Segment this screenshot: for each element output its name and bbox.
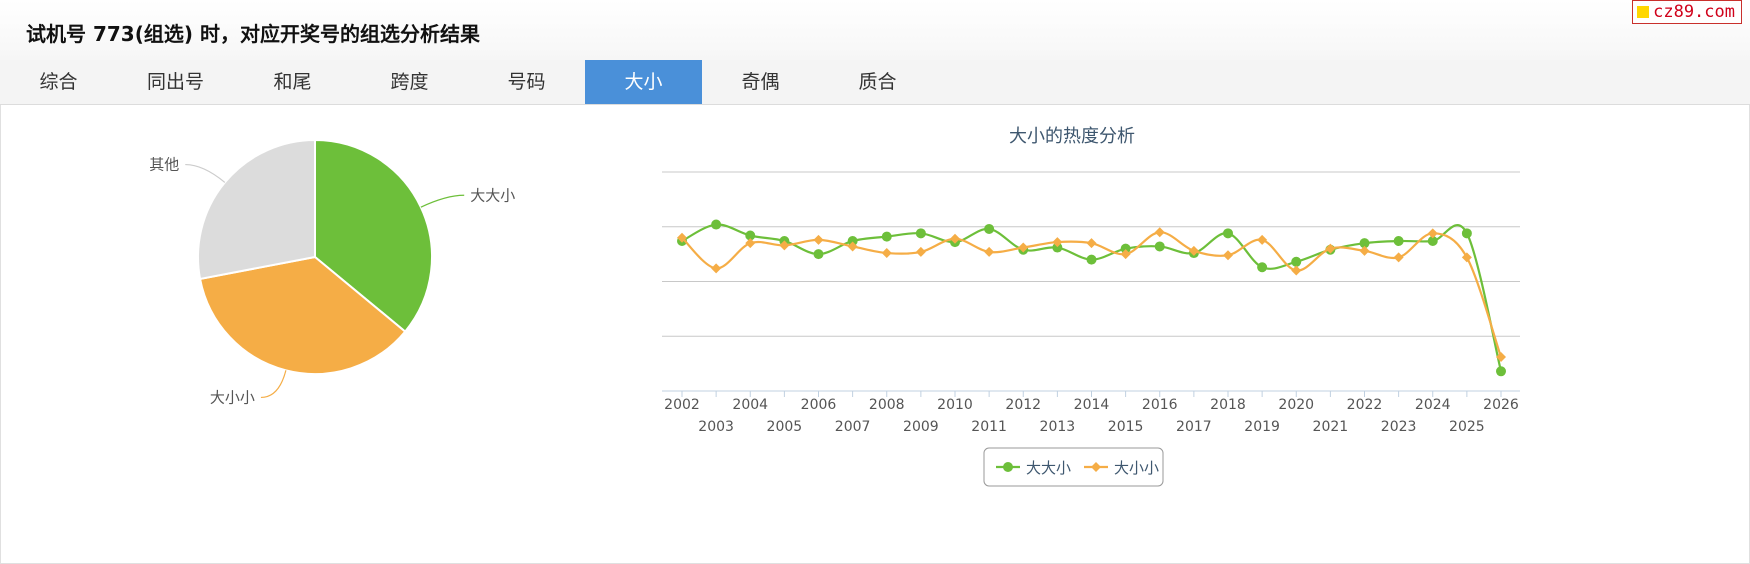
x-tick-label: 2012	[1005, 397, 1041, 413]
x-tick-label: 2022	[1347, 397, 1383, 413]
line-chart: 大小的热度分析050100150200200220032004200520062…	[662, 126, 1520, 487]
data-point	[711, 263, 722, 274]
x-tick-label: 2024	[1415, 397, 1451, 413]
tab-daxiao[interactable]: 大小	[585, 60, 702, 104]
tab-tongchuhao[interactable]: 同出号	[146, 71, 204, 93]
header-bar: 试机号 773(组选) 时，对应开奖号的组选分析结果 cz89.com	[0, 0, 1750, 61]
x-tick-label: 2009	[903, 419, 939, 435]
x-tick-label: 2002	[664, 397, 700, 413]
data-point	[813, 249, 824, 260]
data-point	[1223, 228, 1233, 239]
data-point	[1325, 243, 1336, 254]
data-point	[847, 235, 858, 246]
data-point	[1154, 241, 1165, 252]
x-tick-label: 2025	[1449, 419, 1485, 435]
data-point	[711, 219, 722, 230]
x-tick-label: 2014	[1074, 397, 1110, 413]
legend-label: 大小小	[1114, 459, 1159, 477]
data-point	[881, 248, 892, 259]
tab-jiou[interactable]: 奇偶	[741, 71, 780, 93]
data-point	[1086, 254, 1097, 265]
x-tick-label: 2013	[1040, 419, 1076, 435]
tab-bar: 综合 同出号 和尾 跨度 号码 大小 奇偶 质合	[0, 60, 1750, 105]
data-point	[1291, 256, 1302, 267]
pie-slice-label: 大小小	[210, 388, 255, 406]
data-point	[1496, 366, 1506, 377]
x-tick-label: 2011	[971, 419, 1007, 435]
x-tick-label: 2016	[1142, 397, 1178, 413]
data-point	[1393, 235, 1404, 246]
legend-marker	[1003, 462, 1013, 472]
data-point	[1393, 252, 1404, 263]
x-tick-label: 2010	[937, 397, 973, 413]
legend-box	[983, 447, 1164, 487]
data-point	[813, 234, 824, 245]
data-point	[1359, 238, 1370, 249]
x-tick-label: 2017	[1176, 419, 1212, 435]
data-point	[1086, 238, 1097, 249]
data-point	[1461, 252, 1472, 263]
data-point	[1427, 228, 1438, 239]
legend-marker	[1091, 462, 1101, 472]
data-point	[915, 246, 926, 257]
x-tick-label: 2005	[767, 419, 803, 435]
site-logo[interactable]: cz89.com	[1632, 0, 1742, 24]
data-point	[1188, 245, 1199, 256]
data-point	[1257, 262, 1268, 273]
data-point	[984, 246, 995, 257]
x-tick-label: 2003	[698, 419, 734, 435]
logo-text: cz89.com	[1653, 2, 1735, 22]
x-tick-label: 2019	[1244, 419, 1280, 435]
tab-zhihe[interactable]: 质合	[858, 71, 897, 93]
pie-label-connector	[260, 370, 287, 399]
data-point	[1461, 228, 1472, 239]
x-tick-label: 2007	[835, 419, 871, 435]
x-tick-label: 2026	[1483, 397, 1519, 413]
pie-slice	[197, 138, 316, 281]
x-tick-label: 2008	[869, 397, 905, 413]
data-point	[1291, 265, 1302, 276]
data-point	[1496, 352, 1506, 363]
x-tick-label: 2023	[1381, 419, 1417, 435]
tab-hewei[interactable]: 和尾	[273, 71, 312, 93]
pie-slice-label: 大大小	[470, 186, 515, 204]
data-point	[745, 238, 756, 249]
page-title: 试机号 773(组选) 时，对应开奖号的组选分析结果	[26, 22, 480, 46]
tab-kuadu[interactable]: 跨度	[390, 71, 429, 93]
x-tick-label: 2006	[801, 397, 837, 413]
data-point	[779, 240, 790, 251]
data-point	[950, 233, 960, 244]
logo-square-icon	[1637, 6, 1650, 18]
data-point	[1052, 242, 1063, 253]
data-point	[881, 231, 892, 242]
data-point	[1018, 242, 1029, 253]
data-point	[847, 241, 858, 252]
data-point	[745, 230, 756, 241]
data-point	[1120, 243, 1131, 254]
pie-label-connector	[420, 194, 465, 208]
data-point	[1223, 250, 1233, 261]
x-tick-label: 2018	[1210, 397, 1246, 413]
data-point	[1359, 245, 1370, 256]
data-point	[915, 228, 926, 239]
chart-title: 大小的热度分析	[1009, 126, 1135, 147]
data-point	[1154, 227, 1165, 238]
x-tick-label: 2015	[1108, 419, 1144, 435]
data-point	[677, 232, 687, 243]
x-tick-label: 2021	[1313, 419, 1349, 435]
x-tick-label: 2004	[732, 397, 768, 413]
tab-zonghe[interactable]: 综合	[39, 71, 78, 93]
legend-label: 大大小	[1026, 459, 1071, 477]
tab-haoma[interactable]: 号码	[507, 71, 546, 93]
data-point	[1052, 237, 1063, 248]
data-point	[1120, 249, 1131, 260]
pie-slice-label: 其他	[149, 156, 179, 174]
x-tick-label: 2020	[1278, 397, 1314, 413]
data-point	[1257, 234, 1268, 245]
data-point	[984, 223, 995, 234]
pie-label-connector	[185, 163, 226, 183]
data-point	[1427, 235, 1438, 246]
